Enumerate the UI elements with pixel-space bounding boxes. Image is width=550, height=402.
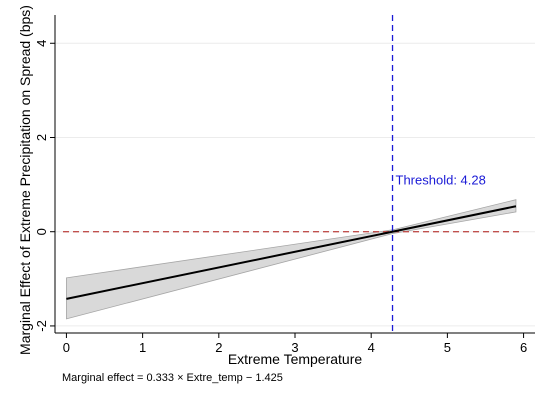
y-tick-label: 2: [34, 134, 49, 141]
y-tick-label: 0: [34, 228, 49, 235]
marginal-effect-line: [66, 205, 517, 300]
footnote: Marginal effect = 0.333 × Extre_temp − 1…: [62, 372, 283, 384]
y-tick-label: 4: [34, 40, 49, 47]
x-tick-label: 5: [444, 340, 451, 355]
y-ticks: -2 0 2 4: [34, 40, 55, 332]
x-tick-label: 0: [63, 340, 70, 355]
y-tick-label: -2: [34, 320, 49, 332]
x-tick-label: 2: [215, 340, 222, 355]
confidence-band: [66, 199, 517, 320]
threshold-annotation: Threshold: 4.28: [396, 173, 486, 188]
x-ticks: 0 1 2 3 4 5 6: [63, 333, 527, 355]
x-tick-label: 3: [291, 340, 298, 355]
x-tick-label: 6: [520, 340, 527, 355]
x-axis-label: Extreme Temperature: [228, 351, 363, 367]
series-layer: [66, 205, 517, 300]
x-tick-label: 4: [368, 340, 375, 355]
y-axis-label: Marginal Effect of Extreme Precipitation…: [17, 5, 33, 355]
x-tick-label: 1: [139, 340, 146, 355]
